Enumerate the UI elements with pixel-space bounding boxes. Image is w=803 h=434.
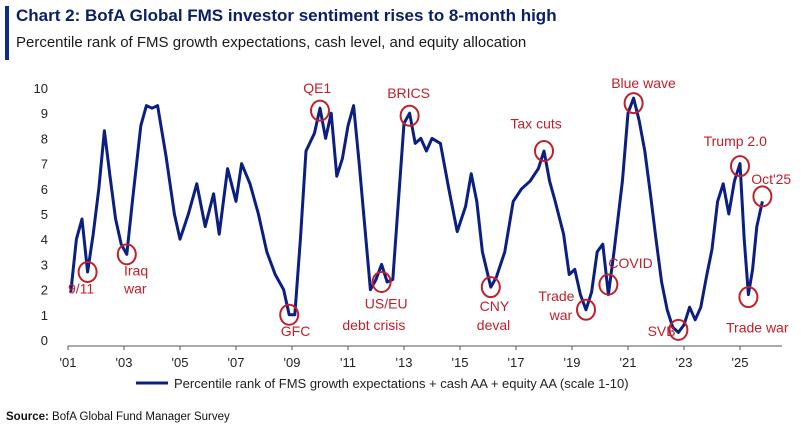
y-tick-label: 2 [41, 283, 48, 298]
source-note: Source: BofA Global Fund Manager Survey [6, 411, 230, 423]
annotation-label: Blue wave [611, 75, 676, 91]
x-tick-label: '13 [396, 355, 413, 370]
annotation-label: debt crisis [342, 317, 405, 333]
x-axis-ticks: '01 '03 '05 '07 '09 '11 '13 '15 '17 '19 '21 '23 '25 [60, 346, 749, 370]
y-tick-label: 6 [41, 182, 48, 197]
annotation-label: COVID [608, 255, 652, 271]
annotation-circle [399, 104, 420, 127]
x-tick-label: '03 [116, 355, 133, 370]
annotation-label: GFC [281, 323, 311, 339]
annotation-circle [279, 303, 300, 326]
y-axis-ticks: 0 1 2 3 4 5 6 7 8 9 10 [34, 81, 48, 348]
y-tick-label: 9 [41, 106, 48, 121]
y-tick-label: 0 [41, 333, 48, 348]
annotation-label: BRICS [387, 85, 430, 101]
y-tick-label: 8 [41, 131, 48, 146]
series-line [69, 96, 764, 334]
annotation-circle [576, 298, 596, 321]
x-tick-label: '21 [620, 355, 637, 370]
annotation-label: Trade war [726, 319, 789, 335]
x-tick-label: '05 [172, 355, 189, 370]
annotation-circle [668, 318, 689, 341]
y-tick-label: 3 [41, 257, 48, 272]
annotation-label: deval [477, 317, 510, 333]
y-tick-label: 10 [34, 81, 48, 96]
annotation-label: US/EU [365, 296, 408, 312]
x-tick-label: '25 [732, 355, 749, 370]
x-tick-label: '07 [228, 355, 245, 370]
annotation-label: war [549, 307, 573, 323]
y-tick-label: 7 [41, 157, 48, 172]
annotation-circle [752, 185, 773, 208]
annotation-circle [623, 92, 644, 115]
annotation-label: 9/11 [68, 280, 94, 296]
annotation-label: Oct'25 [751, 171, 791, 187]
annotation-label: war [123, 280, 147, 296]
source-label: Source: [6, 411, 49, 423]
title-accent-bar [5, 6, 9, 60]
x-tick-label: '23 [676, 355, 693, 370]
annotation-circle [480, 276, 501, 299]
annotation-circle [598, 273, 619, 296]
annotation-circle [116, 243, 137, 266]
annotation-circle [730, 155, 750, 178]
annotation-label: CNY [480, 298, 510, 314]
x-tick-label: '15 [452, 355, 469, 370]
x-tick-label: '11 [340, 355, 356, 370]
annotation-label: QE1 [303, 80, 331, 96]
annotation-circle [77, 260, 98, 283]
x-tick-label: '17 [508, 355, 525, 370]
y-tick-label: 1 [41, 308, 48, 323]
source-text: BofA Global Fund Manager Survey [52, 411, 230, 423]
annotation-circle [371, 271, 392, 294]
x-tick-label: '09 [284, 355, 301, 370]
annotation-label: SVB [648, 323, 676, 339]
legend: Percentile rank of FMS growth expectatio… [136, 376, 629, 391]
annotation-label: Tax cuts [510, 115, 561, 131]
annotation-label: Trade [538, 288, 574, 304]
annotation-label: Iraq [124, 263, 148, 279]
legend-label: Percentile rank of FMS growth expectatio… [174, 376, 629, 391]
x-tick-label: '01 [60, 355, 77, 370]
chart-subtitle: Percentile rank of FMS growth expectatio… [16, 34, 527, 51]
annotation-label: Trump 2.0 [704, 133, 767, 149]
y-tick-label: 5 [41, 207, 48, 222]
x-tick-label: '19 [564, 355, 581, 370]
chart-title: Chart 2: BofA Global FMS investor sentim… [16, 6, 557, 25]
annotation-circle [738, 286, 759, 309]
annotation-circle [534, 140, 554, 162]
annotation-circle [310, 99, 330, 122]
y-tick-label: 4 [41, 232, 48, 247]
